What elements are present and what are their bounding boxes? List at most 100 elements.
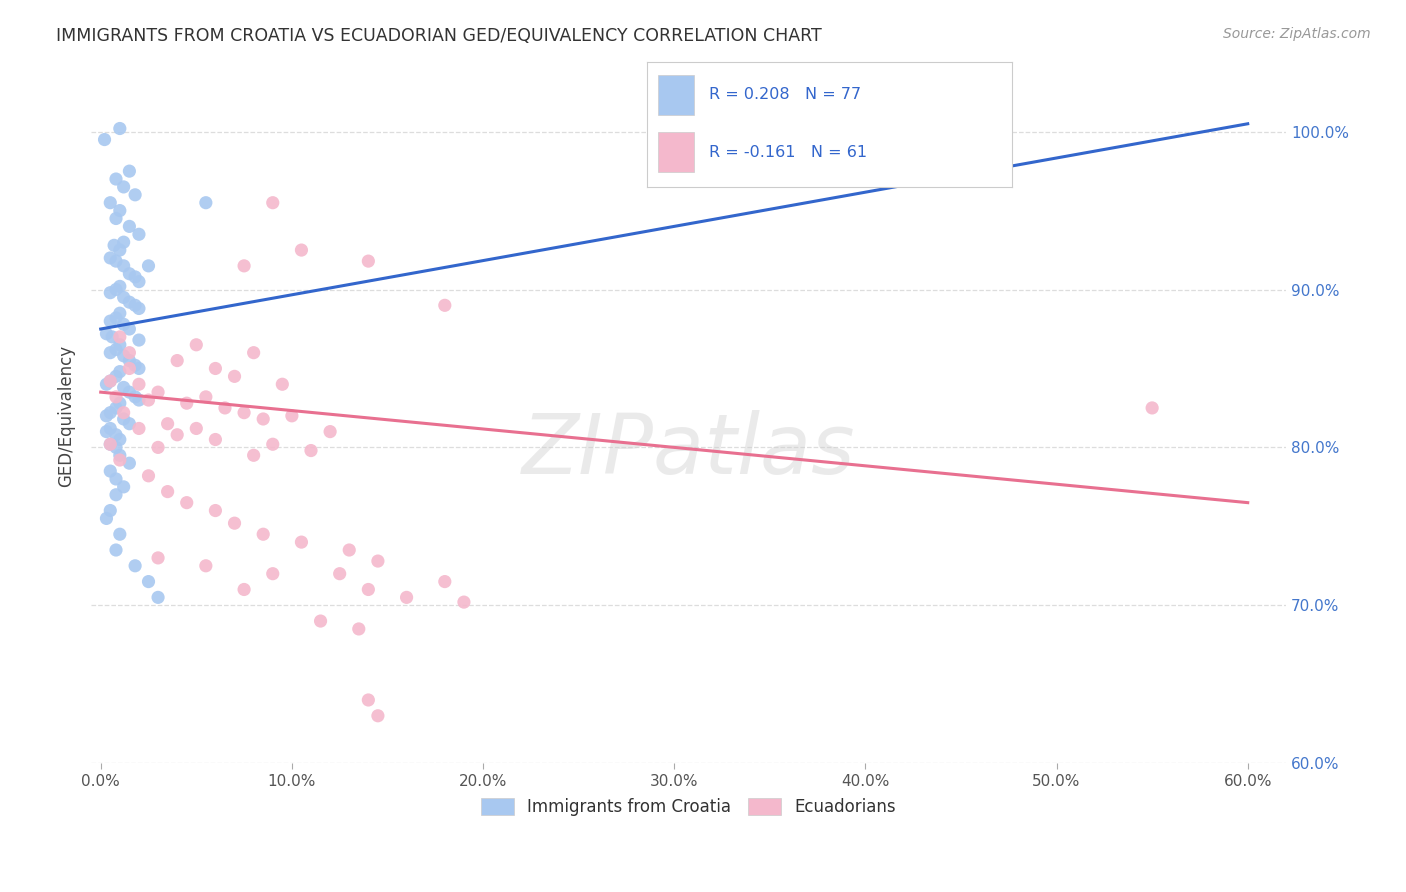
- Point: [367, 554, 389, 568]
- Point: [128, 333, 150, 347]
- Point: [98, 374, 121, 388]
- Point: [108, 453, 131, 467]
- Point: [105, 283, 128, 297]
- Point: [233, 259, 256, 273]
- Point: [204, 361, 226, 376]
- Point: [98, 195, 121, 210]
- FancyBboxPatch shape: [658, 75, 695, 115]
- Text: ZIPatlas: ZIPatlas: [522, 410, 855, 491]
- Point: [108, 306, 131, 320]
- Point: [105, 401, 128, 415]
- Point: [433, 574, 456, 589]
- Point: [128, 361, 150, 376]
- Point: [124, 558, 146, 573]
- Point: [108, 279, 131, 293]
- Point: [233, 582, 256, 597]
- Point: [309, 614, 332, 628]
- Point: [224, 516, 246, 531]
- Point: [124, 187, 146, 202]
- Point: [433, 298, 456, 312]
- FancyBboxPatch shape: [658, 132, 695, 172]
- Point: [96, 409, 118, 423]
- Point: [319, 425, 342, 439]
- Legend: Immigrants from Croatia, Ecuadorians: Immigrants from Croatia, Ecuadorians: [472, 789, 904, 824]
- Point: [105, 343, 128, 357]
- Point: [108, 243, 131, 257]
- Point: [108, 121, 131, 136]
- Point: [357, 582, 380, 597]
- Point: [112, 412, 135, 426]
- Point: [118, 322, 141, 336]
- Point: [98, 437, 121, 451]
- Point: [128, 421, 150, 435]
- Point: [108, 433, 131, 447]
- Point: [118, 267, 141, 281]
- Point: [357, 693, 380, 707]
- Point: [105, 427, 128, 442]
- Point: [105, 472, 128, 486]
- Point: [233, 406, 256, 420]
- Point: [98, 421, 121, 435]
- Point: [105, 543, 128, 558]
- Point: [176, 496, 198, 510]
- Point: [93, 132, 115, 146]
- Point: [98, 406, 121, 420]
- Point: [118, 353, 141, 368]
- Point: [96, 511, 118, 525]
- Point: [138, 259, 160, 273]
- Point: [96, 326, 118, 341]
- Point: [112, 349, 135, 363]
- Point: [112, 290, 135, 304]
- Text: Source: ZipAtlas.com: Source: ZipAtlas.com: [1223, 27, 1371, 41]
- Point: [105, 211, 128, 226]
- Point: [105, 172, 128, 186]
- Point: [290, 535, 312, 549]
- Point: [242, 345, 264, 359]
- Point: [105, 488, 128, 502]
- Point: [1140, 401, 1163, 415]
- Point: [105, 254, 128, 268]
- Point: [138, 392, 160, 407]
- Point: [242, 448, 264, 462]
- Point: [118, 385, 141, 400]
- Point: [186, 338, 208, 352]
- Point: [146, 441, 169, 455]
- Point: [194, 195, 217, 210]
- Point: [262, 195, 284, 210]
- Point: [128, 392, 150, 407]
- Point: [262, 566, 284, 581]
- Point: [128, 301, 150, 316]
- Point: [108, 338, 131, 352]
- Point: [347, 622, 370, 636]
- Point: [138, 468, 160, 483]
- Point: [112, 180, 135, 194]
- Point: [194, 558, 217, 573]
- Text: IMMIGRANTS FROM CROATIA VS ECUADORIAN GED/EQUIVALENCY CORRELATION CHART: IMMIGRANTS FROM CROATIA VS ECUADORIAN GE…: [56, 27, 823, 45]
- Text: R = -0.161   N = 61: R = -0.161 N = 61: [709, 145, 868, 160]
- Point: [105, 441, 128, 455]
- Point: [128, 377, 150, 392]
- Point: [194, 390, 217, 404]
- Point: [101, 330, 124, 344]
- Point: [118, 456, 141, 470]
- Point: [337, 543, 360, 558]
- Point: [146, 385, 169, 400]
- Point: [453, 595, 475, 609]
- Point: [166, 353, 188, 368]
- Point: [108, 448, 131, 462]
- Point: [112, 259, 135, 273]
- Point: [112, 406, 135, 420]
- Point: [281, 409, 304, 423]
- Point: [124, 269, 146, 284]
- Point: [166, 427, 188, 442]
- Point: [252, 412, 274, 426]
- Point: [98, 464, 121, 478]
- Point: [186, 421, 208, 435]
- Point: [204, 433, 226, 447]
- Point: [98, 503, 121, 517]
- Point: [108, 203, 131, 218]
- Point: [112, 380, 135, 394]
- Point: [108, 330, 131, 344]
- Point: [124, 298, 146, 312]
- Point: [105, 310, 128, 325]
